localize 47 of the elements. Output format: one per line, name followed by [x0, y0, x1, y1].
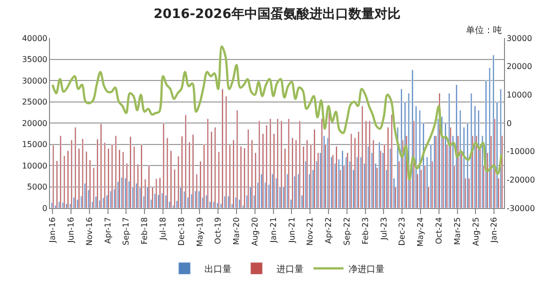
y-tick-label: 15000 — [22, 140, 48, 150]
text: 单位：吨 — [466, 25, 502, 36]
y2-tick-label: -30000 — [506, 204, 535, 213]
x-tick-label: May-19 — [195, 217, 204, 247]
y-tick-label: 0 — [42, 204, 48, 213]
x-tick-label: Feb-18 — [140, 217, 150, 244]
x-tick-label: Dec-18 — [176, 217, 186, 246]
x-tick-label: Oct-19 — [214, 217, 223, 244]
x-tick-label: Jun-21 — [287, 217, 296, 244]
legend-label: 净进口量 — [348, 264, 384, 275]
chart-title: 2016-2026年中国蛋氨酸进出口数量对比 — [154, 6, 400, 22]
y2-tick-label: 10000 — [506, 90, 532, 100]
x-tick-label: Jan-16 — [48, 217, 58, 244]
legend-label: 出口量 — [204, 264, 232, 275]
y-tick-label: 20000 — [22, 118, 48, 128]
x-tick-label: Mar-20 — [232, 217, 242, 245]
y-tick-label: 40000 — [22, 34, 48, 43]
y2-tick-label: 30000 — [506, 34, 532, 43]
x-tick-label: Feb-23 — [360, 217, 370, 244]
line-series — [51, 45, 503, 181]
x-tick-label: Oct-24 — [434, 217, 444, 244]
x-tick-label: Mar-25 — [452, 217, 462, 245]
x-tick-label: Nov-16 — [84, 217, 94, 246]
y-tick-label: 30000 — [22, 76, 48, 86]
y-tick-label: 25000 — [22, 98, 48, 107]
x-tick-label: Nov-21 — [306, 217, 315, 246]
x-tick-label: Sep-17 — [122, 217, 131, 246]
x-tick-label: Jun-16 — [66, 217, 76, 244]
y-tick-label: 5000 — [27, 182, 48, 192]
x-tick-label: Apr-17 — [103, 217, 112, 244]
y2-tick-label: 0 — [506, 118, 512, 128]
x-tick-label: Dec-23 — [398, 217, 407, 246]
x-tick-label: Aug-20 — [250, 217, 260, 246]
x-tick-label: Jan-26 — [490, 217, 499, 244]
y-tick-label: 10000 — [22, 161, 48, 170]
y2-tick-label: -10000 — [506, 147, 535, 156]
y2-tick-label: -20000 — [506, 175, 535, 184]
x-tick-label: Jul-18 — [158, 217, 168, 241]
x-tick-label: May-24 — [416, 217, 426, 247]
y-tick-label: 35000 — [22, 55, 48, 64]
x-tick-label: Apr-22 — [324, 217, 334, 244]
x-tick-label: Aug-25 — [471, 217, 480, 246]
legend-label: 进口量 — [276, 264, 304, 275]
x-tick-label: Sep-22 — [342, 217, 352, 246]
x-tick-label: Jan-21 — [268, 217, 278, 244]
x-tick-label: Jul-23 — [379, 217, 388, 241]
y2-tick-label: 20000 — [506, 62, 532, 72]
